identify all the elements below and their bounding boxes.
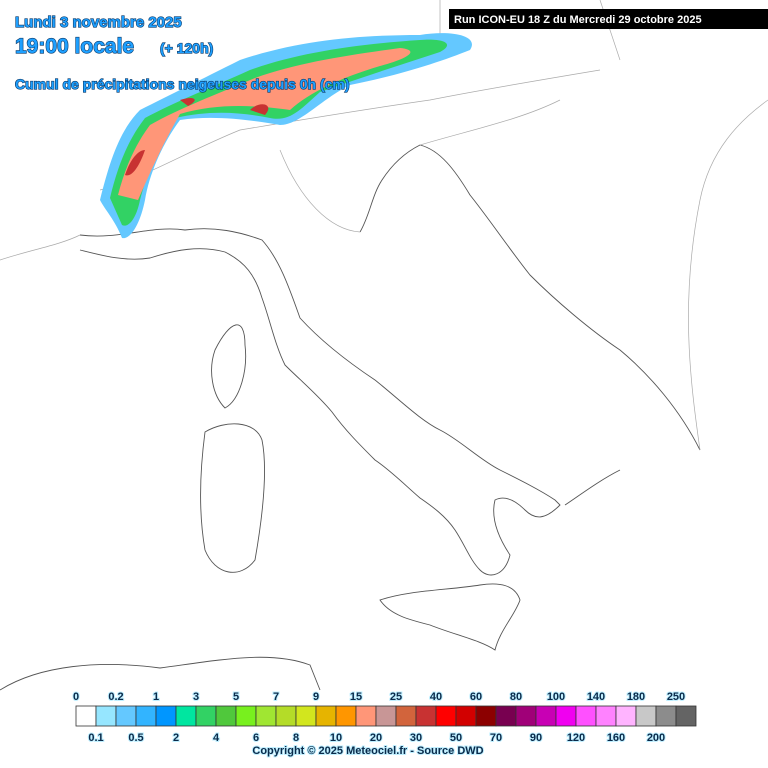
legend-swatch xyxy=(475,705,497,727)
legend-label: 80 xyxy=(510,691,522,703)
legend: 0 0.1 0.2 0.5 1 2 3 4 5 6 7 8 9 10 15 20 25 30 40 50 60 70 80 9… xyxy=(72,690,697,745)
legend-label: 25 xyxy=(390,691,402,703)
legend-swatch xyxy=(575,705,597,727)
field-title: Cumul de précipitations neigeuses depuis… xyxy=(15,76,350,92)
legend-swatch xyxy=(515,705,537,727)
legend-label: 4 xyxy=(213,732,220,744)
geography xyxy=(0,0,768,691)
legend-swatch xyxy=(235,705,257,727)
legend-swatch xyxy=(255,705,277,727)
time: 19:00 locale xyxy=(15,35,134,58)
legend-label: 20 xyxy=(370,732,382,744)
legend-label: 10 xyxy=(330,732,342,744)
legend-swatch xyxy=(335,705,357,727)
legend-label: 40 xyxy=(430,691,442,703)
legend-swatch xyxy=(155,705,177,727)
legend-swatch xyxy=(95,705,117,727)
lead-time: (+ 120h) xyxy=(160,40,213,56)
legend-swatch xyxy=(355,705,377,727)
legend-label: 70 xyxy=(490,732,502,744)
legend-label: 1 xyxy=(153,691,159,703)
copyright: Copyright © 2025 Meteociel.fr - Source D… xyxy=(252,745,483,757)
legend-label: 6 xyxy=(253,732,259,744)
legend-swatch xyxy=(555,705,577,727)
legend-label: 0.1 xyxy=(88,732,103,744)
legend-swatch xyxy=(395,705,417,727)
date: Lundi 3 novembre 2025 xyxy=(15,14,182,31)
legend-label: 200 xyxy=(647,732,665,744)
legend-label: 30 xyxy=(410,732,422,744)
legend-swatch xyxy=(275,705,297,727)
run-label: Run ICON-EU 18 Z du Mercredi 29 octobre … xyxy=(454,14,702,26)
legend-swatch xyxy=(315,705,337,727)
legend-swatch xyxy=(595,705,617,727)
legend-label: 0.5 xyxy=(128,732,143,744)
legend-label: 250 xyxy=(667,691,685,703)
legend-label: 60 xyxy=(470,691,482,703)
legend-label: 140 xyxy=(587,691,605,703)
legend-swatch xyxy=(75,705,97,727)
legend-label: 160 xyxy=(607,732,625,744)
legend-label: 8 xyxy=(293,732,299,744)
legend-label: 90 xyxy=(530,732,542,744)
legend-swatch xyxy=(295,705,317,727)
legend-label: 120 xyxy=(567,732,585,744)
legend-label: 2 xyxy=(173,732,179,744)
legend-swatch xyxy=(195,705,217,727)
legend-label: 3 xyxy=(193,691,199,703)
legend-swatch xyxy=(615,705,637,727)
legend-label: 50 xyxy=(450,732,462,744)
legend-label: 9 xyxy=(313,691,319,703)
legend-swatch xyxy=(415,705,437,727)
legend-swatch xyxy=(635,705,657,727)
legend-swatch xyxy=(675,705,697,727)
legend-swatch xyxy=(215,705,237,727)
legend-swatch xyxy=(175,705,197,727)
legend-swatch xyxy=(455,705,477,727)
legend-label: 0 xyxy=(73,691,79,703)
legend-swatch xyxy=(655,705,677,727)
legend-label: 0.2 xyxy=(108,691,123,703)
legend-swatch xyxy=(435,705,457,727)
legend-swatch xyxy=(535,705,557,727)
legend-swatch xyxy=(495,705,517,727)
legend-label: 15 xyxy=(350,691,362,703)
legend-label: 100 xyxy=(547,691,565,703)
legend-label: 5 xyxy=(233,691,239,703)
legend-swatch xyxy=(135,705,157,727)
legend-swatch xyxy=(115,705,137,727)
legend-label: 180 xyxy=(627,691,645,703)
legend-swatch xyxy=(375,705,397,727)
snow-field xyxy=(100,33,472,239)
run-box xyxy=(449,9,768,29)
legend-label: 7 xyxy=(273,691,279,703)
